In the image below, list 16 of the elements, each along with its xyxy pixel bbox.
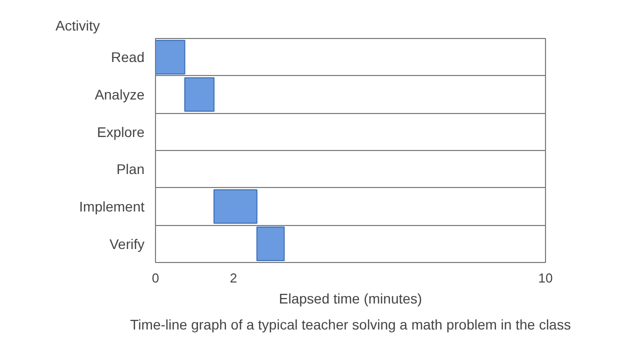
text: Time-line graph of a typical teacher solving a math problem in the class [130,316,571,332]
bar [156,40,186,74]
y-tick-label: Verify [109,236,144,252]
y-tick-label: Read [111,49,144,66]
x-axis-title: Elapsed time (minutes) [278,290,422,306]
x-tick-label: 10 [538,270,553,286]
y-tick-label: Analyze [94,86,145,102]
x-tick-label: 2 [230,270,238,286]
bar [184,77,214,112]
y-tick-label: Implement [79,198,145,214]
x-tick-label: 0 [152,270,160,286]
bar [214,189,258,224]
y-axis-title: Activity [56,18,100,34]
y-tick-label: Explore [97,124,145,140]
bar [256,226,285,262]
y-tick-label: Plan [116,161,145,178]
